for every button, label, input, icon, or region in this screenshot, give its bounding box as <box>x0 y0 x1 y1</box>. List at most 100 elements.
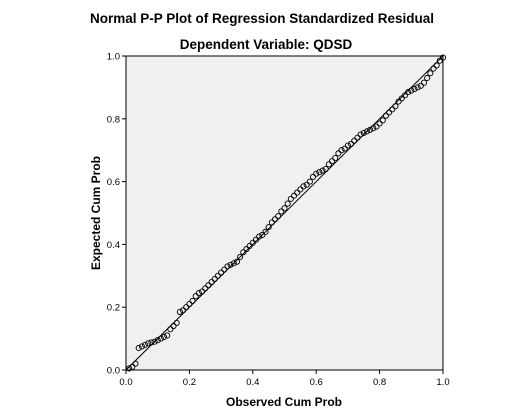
data-point <box>386 109 393 116</box>
data-point <box>309 173 317 180</box>
data-point <box>427 70 434 77</box>
data-point <box>176 308 183 315</box>
data-point <box>401 92 409 99</box>
data-point <box>281 205 288 212</box>
data-point <box>208 279 215 286</box>
data-point <box>243 246 250 253</box>
chart-subtitle: Dependent Variable: QDSD <box>180 37 353 52</box>
data-point <box>408 87 415 94</box>
data-point <box>373 123 380 130</box>
data-point <box>199 288 206 295</box>
data-point <box>135 344 142 352</box>
data-point <box>205 282 212 289</box>
data-point <box>306 178 313 185</box>
data-point <box>405 89 412 96</box>
data-point <box>325 161 332 168</box>
data-point <box>376 120 383 127</box>
data-point <box>192 293 199 300</box>
x-tick-label: 0.0 <box>119 377 132 388</box>
data-point <box>341 145 348 152</box>
data-point <box>363 128 370 135</box>
data-point <box>275 213 282 220</box>
data-point <box>164 332 171 339</box>
data-point <box>246 242 253 250</box>
y-tick-label: 0.6 <box>107 177 120 188</box>
data-point <box>221 266 228 273</box>
data-point <box>392 103 399 110</box>
data-point <box>132 360 139 367</box>
data-point <box>328 158 336 165</box>
data-point <box>252 236 260 243</box>
data-point <box>211 275 218 282</box>
data-point <box>160 333 168 341</box>
data-point <box>195 290 202 297</box>
data-point <box>214 272 221 279</box>
data-point <box>319 167 326 174</box>
data-point <box>278 208 285 215</box>
data-point <box>338 147 345 154</box>
data-point <box>414 84 421 91</box>
data-point <box>411 85 418 93</box>
data-point <box>151 338 158 345</box>
x-axis-label: Observed Cum Prob <box>226 395 342 409</box>
data-point <box>141 341 149 348</box>
data-point <box>129 363 136 370</box>
data-point <box>218 269 225 276</box>
data-point <box>398 95 405 102</box>
data-point <box>379 117 386 124</box>
data-point <box>439 54 447 61</box>
data-point <box>370 125 377 132</box>
data-point <box>430 65 437 72</box>
y-tick-label: 0.2 <box>107 303 120 314</box>
data-point <box>256 233 263 240</box>
y-tick-label: 1.0 <box>107 52 120 63</box>
data-point <box>186 301 193 308</box>
data-point <box>167 326 174 333</box>
x-tick-label: 0.2 <box>183 377 196 388</box>
data-point <box>436 57 443 64</box>
data-point <box>294 189 301 196</box>
data-point <box>354 134 361 141</box>
data-point <box>230 260 237 267</box>
data-point <box>417 82 424 89</box>
data-point <box>420 79 428 86</box>
x-tick-label: 1.0 <box>436 377 449 388</box>
x-tick-label: 0.6 <box>310 377 323 388</box>
y-tick-label: 0.8 <box>107 114 120 125</box>
data-point <box>227 261 234 268</box>
data-point <box>322 165 329 173</box>
data-point <box>240 249 247 256</box>
data-point <box>233 258 240 265</box>
data-point <box>332 154 339 162</box>
x-axis-ticks: 0.0 0.2 0.4 0.6 0.8 1.0 <box>119 370 450 388</box>
data-point <box>303 181 310 188</box>
data-point <box>173 319 180 326</box>
data-point <box>313 170 320 177</box>
x-tick-label: 0.8 <box>373 377 386 388</box>
data-point <box>180 307 187 314</box>
x-tick-label: 0.4 <box>246 377 259 388</box>
data-point <box>265 224 272 231</box>
data-point <box>284 200 291 207</box>
data-point <box>360 129 367 136</box>
data-point <box>424 74 431 82</box>
data-point <box>148 339 155 346</box>
data-point <box>224 263 231 270</box>
data-point <box>433 62 440 69</box>
data-point <box>183 304 190 311</box>
y-axis-ticks: 0.0 0.2 0.4 0.6 0.8 1.0 <box>107 52 126 377</box>
data-point <box>237 253 244 261</box>
data-point <box>154 337 161 344</box>
data-point <box>300 183 307 190</box>
data-points <box>126 54 447 372</box>
data-point <box>157 335 164 342</box>
y-tick-label: 0.4 <box>107 240 120 251</box>
data-point <box>189 297 196 304</box>
data-point <box>389 106 396 113</box>
data-point <box>170 322 177 330</box>
data-point <box>382 112 389 119</box>
data-point <box>262 228 269 235</box>
data-point <box>287 195 294 202</box>
data-point <box>290 192 298 199</box>
